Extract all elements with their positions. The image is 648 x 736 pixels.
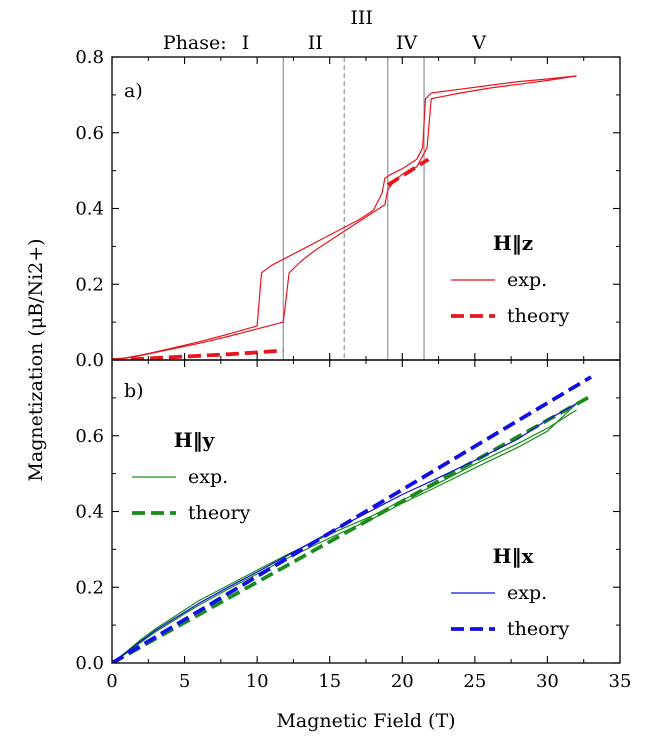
b-xtick-label-6: 30 [536,671,559,692]
legend-title-h-x: H‖x [493,544,535,568]
legend-label-theory-y: theory [188,502,251,524]
phase-label-V: V [471,32,486,54]
phase-boundaries [282,57,425,360]
phase-label-I: I [242,32,250,54]
legend-label-exp-x: exp. [507,582,547,604]
b-xtick-label-7: 35 [609,671,632,692]
panel-b-label: b) [124,380,144,402]
b-xtick-label-5: 25 [463,671,486,692]
legend-label-exp-z: exp. [507,269,547,291]
legend-h-z: H‖z exp. theory [451,231,570,327]
b-series-3-exp [112,403,577,663]
legend-title-h-y: H‖y [174,428,216,452]
b-series-1-exp [112,403,577,663]
b-xtick-label-3: 15 [318,671,341,692]
b-xtick-label-2: 10 [246,671,269,692]
b-ytick-label-1: 0.2 [75,577,104,598]
panel-a-label: a) [124,80,143,102]
b-xtick-label-4: 20 [391,671,414,692]
b-xtick-label-1: 5 [179,671,190,692]
panel-b-ticks: 0.0 0.2 0.4 0.6 0 5 10 15 20 25 30 35 [75,360,631,692]
legend-h-y: H‖y exp. theory [132,428,251,524]
legend-title-h-z: H‖z [493,231,533,255]
phase-label-II: II [308,32,323,54]
x-axis-label: Magnetic Field (T) [276,710,455,732]
a-ytick-label-2: 0.4 [75,199,104,220]
a-ytick-label-1: 0.2 [75,274,104,295]
b-series-2-theory [112,394,592,663]
panel-b-plot: 0.0 0.2 0.4 0.6 0 5 10 15 20 25 30 35 b) H‖y exp. t… [75,359,631,692]
y-axis-label: Magnetization (μB/Ni2+) [25,238,47,481]
a-series-2-theory [112,348,284,360]
phase-label-III: III [350,7,373,29]
a-series-0-exp [112,75,577,360]
legend-label-theory-z: theory [507,305,570,327]
legend-label-exp-y: exp. [188,466,228,488]
a-ytick-label-4: 0.8 [75,47,104,68]
b-ytick-label-0: 0.0 [75,653,104,674]
a-series-3-theory [386,157,430,187]
b-series-4-theory [112,375,592,663]
panel-a-ticks: 0.0 0.2 0.4 0.6 0.8 [75,47,621,371]
b-ytick-label-2: 0.4 [75,502,104,523]
a-ytick-label-0: 0.0 [75,350,104,371]
a-ytick-label-3: 0.6 [75,123,104,144]
legend-label-theory-x: theory [507,618,570,640]
phase-prefix-label: Phase: [163,32,227,54]
b-xtick-label-0: 0 [106,671,117,692]
phase-label-IV: IV [396,32,418,54]
b-ytick-label-3: 0.6 [75,426,104,447]
panel-a-series [112,75,577,360]
a-series-1-exp [112,75,577,360]
panel-b-series [112,375,592,663]
legend-h-x: H‖x exp. theory [451,544,570,640]
b-series-0-exp [112,409,577,663]
